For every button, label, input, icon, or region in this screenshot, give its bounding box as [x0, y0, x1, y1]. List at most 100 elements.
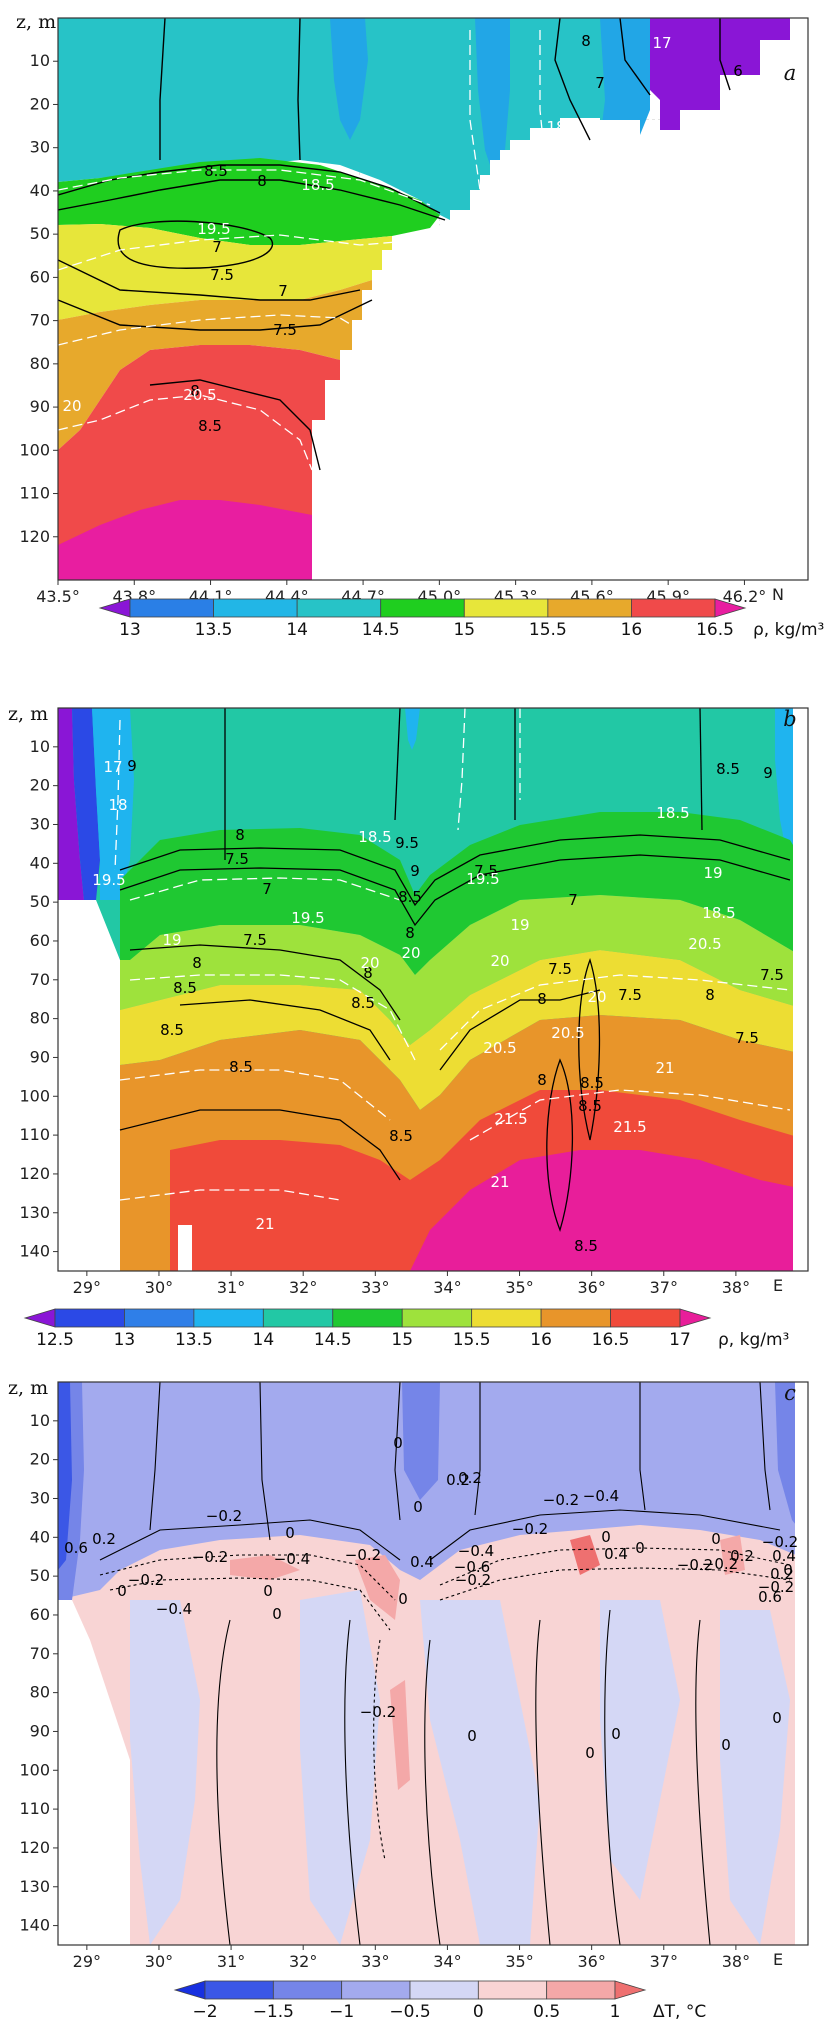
panel-c-dt-contour-label: −0.2	[360, 1703, 396, 1721]
panel-a-temperature-contour-label: 7.5	[273, 321, 297, 339]
panel-c-dt-contour-label: 0.2	[446, 1471, 470, 1489]
panel-c-colorbar-swatch	[173, 1980, 206, 2000]
panel-c-dt-contour-label: −0.2	[702, 1555, 738, 1573]
panel-a-density-contour-label: 18	[546, 118, 565, 136]
panel-a-y-axis-label: z, m	[16, 11, 56, 33]
panel-b-colorbar-swatch	[401, 1308, 473, 1328]
panel-a-layer-13.5-14-column2	[475, 18, 510, 180]
panel-c-dashed-isolines	[99, 1547, 791, 1861]
panel-a-frame	[57, 17, 809, 581]
panel-b-colorbar-label: 13	[114, 1330, 136, 1350]
panel-c-dt-contour-label: 0	[711, 1530, 721, 1548]
panel-c-xtick-label: 33°	[361, 1952, 389, 1971]
panel-c-xtick-label: 29°	[73, 1952, 101, 1971]
panel-a-layer-13-13.5	[650, 18, 790, 130]
panel-c-colorbar-label: 0	[473, 2002, 484, 2022]
panel-b-temperature-contour-label: 8.5	[389, 1127, 413, 1145]
panel-c-dt-contour-label: 0.2	[92, 1530, 116, 1548]
panel-b-temperature-contour-label: 7.5	[243, 931, 267, 949]
panel-b-ytick-label: 100	[19, 1086, 50, 1105]
panel-b-density-contour-label: 19.5	[92, 871, 125, 889]
panel-c-ytick-label: 110	[19, 1799, 50, 1818]
panel-b-density-contour-label: 20	[401, 944, 420, 962]
panel-c-ytick-label: 50	[30, 1566, 50, 1585]
panel-c-ytick-label: 20	[30, 1450, 50, 1469]
panel-a-temperature-contour-label: 7	[212, 238, 222, 256]
panel-b-density-contour-label: 18.5	[358, 828, 391, 846]
panel-a-colorbar-swatch	[547, 598, 632, 618]
panel-a-colorbar-label: 13.5	[195, 620, 233, 640]
panel-c-ytick-label: 120	[19, 1838, 50, 1857]
panel-a-ytick-label: 100	[19, 440, 50, 459]
panel-c-xtick-label: 38°	[722, 1952, 750, 1971]
panel-c-colorbar-label: 0.5	[533, 2002, 560, 2022]
panel-c-dt-contour-label: −0.4	[156, 1600, 192, 1618]
panel-c-dt-contour-label: −0.4	[274, 1550, 310, 1568]
panel-c-xtick-label: 34°	[433, 1952, 461, 1971]
panel-c-ytick-label: 90	[30, 1721, 50, 1740]
panel-c-colorbar-swatch	[546, 1980, 616, 2000]
panel-a-density-contour-label: 17	[652, 34, 671, 52]
panel-c-dt-contour-label: −0.2	[543, 1491, 579, 1509]
panel-c-neg-patch-3	[420, 1600, 540, 1945]
panel-c-dt-contour-label: 0	[393, 1434, 403, 1452]
panel-c-ytick-label: 40	[30, 1527, 50, 1546]
panel-b-xtick-label: 32°	[289, 1278, 317, 1297]
panel-a-temperature-contour-label: 8	[257, 172, 267, 190]
panel-b-density-contour-label: 19.5	[291, 909, 324, 927]
panel-c-solid-isolines	[99, 1382, 781, 1945]
panel-c-dt-contour-label: −0.2	[762, 1533, 798, 1551]
panel-a-colorbar-variable: ρ, kg/m³	[753, 620, 824, 640]
panel-c-dt-contour-label: −0.2	[455, 1571, 491, 1589]
panel-c-dt-field	[58, 1382, 808, 1945]
panel-b-density-contour-label: 20.5	[688, 935, 721, 953]
panel-b-temperature-contour-label: 8.5	[398, 888, 422, 906]
panel-c-dt-contour-label: −0.2	[345, 1546, 381, 1564]
panel-b-layer-13.5-14-spike	[405, 708, 420, 750]
panel-a-temperature-contour-label: 7	[278, 282, 288, 300]
panel-a-colorbar-label: 16	[621, 620, 643, 640]
panel-b-temperature-contour-label: 8	[363, 964, 373, 982]
panel-b-colorbar-swatch	[262, 1308, 334, 1328]
panel-c-dt-contour-label: −0.6	[454, 1558, 490, 1576]
panel-b-density-contour-label: 18.5	[702, 904, 735, 922]
panel-c-neg-patch-1	[130, 1600, 200, 1945]
panel-b-ytick-label: 50	[30, 892, 50, 911]
panel-c-ytick-label: 100	[19, 1760, 50, 1779]
panel-a-colorbar-label: 14.5	[362, 620, 400, 640]
panel-c-dt-contour-label: 0	[467, 1727, 477, 1745]
panel-c-ytick-label: 130	[19, 1877, 50, 1896]
panel-c-dt-contour-label: 0	[285, 1524, 295, 1542]
panel-a-colorbar-label: 14	[286, 620, 308, 640]
panel-c-neg-patch-2	[300, 1590, 380, 1945]
panel-c-colorbar-swatch	[409, 1980, 479, 2000]
panel-b-colorbar-swatch	[54, 1308, 125, 1328]
panel-a-ytick-label: 70	[30, 311, 50, 330]
panel-b-layer-13-13.5-west	[72, 708, 100, 900]
panel-b-ytick-label: 80	[30, 1009, 50, 1028]
panel-c-neg-patch-4	[600, 1600, 680, 1900]
panel-c-dt-contour-label: 0	[413, 1498, 423, 1516]
panel-a-colorbar-label: 15	[453, 620, 475, 640]
panel-c-colorbar-swatch	[204, 1980, 274, 2000]
panel-b-density-contour-label: 19.5	[466, 870, 499, 888]
panel-c-dt-contour-label: −0.2	[128, 1571, 164, 1589]
panel-b-density-isolines	[114, 708, 791, 1201]
panel-b-colorbar-swatch	[332, 1308, 403, 1328]
panel-b-xtick-label: 35°	[505, 1278, 533, 1297]
panel-c-dt-contour-label: 0	[585, 1744, 595, 1762]
panel-c-dt-contour-label: 0	[272, 1605, 282, 1623]
panel-c-dt-contour-label: 0.6	[64, 1539, 88, 1557]
panel-b-density-contour-label: 21	[655, 1059, 674, 1077]
panel-b-temperature-isolines	[119, 708, 791, 1232]
panel-b-colorbar-swatch	[471, 1308, 542, 1328]
panel-c-colorbar-swatch	[341, 1980, 411, 2000]
panel-b-density-contour-label: 17	[103, 758, 122, 776]
panel-b-temperature-contour-label: 7.5	[225, 850, 249, 868]
panel-a-colorbar-swatch	[631, 598, 716, 618]
panel-b-layer-14.5-15	[120, 812, 808, 975]
panel-b-nodata-lower-left	[58, 900, 120, 1271]
panel-b-density-contour-label: 19	[703, 864, 722, 882]
panel-a-ytick-label: 110	[19, 484, 50, 503]
panel-a-temperature-contour-label: 8	[581, 32, 591, 50]
